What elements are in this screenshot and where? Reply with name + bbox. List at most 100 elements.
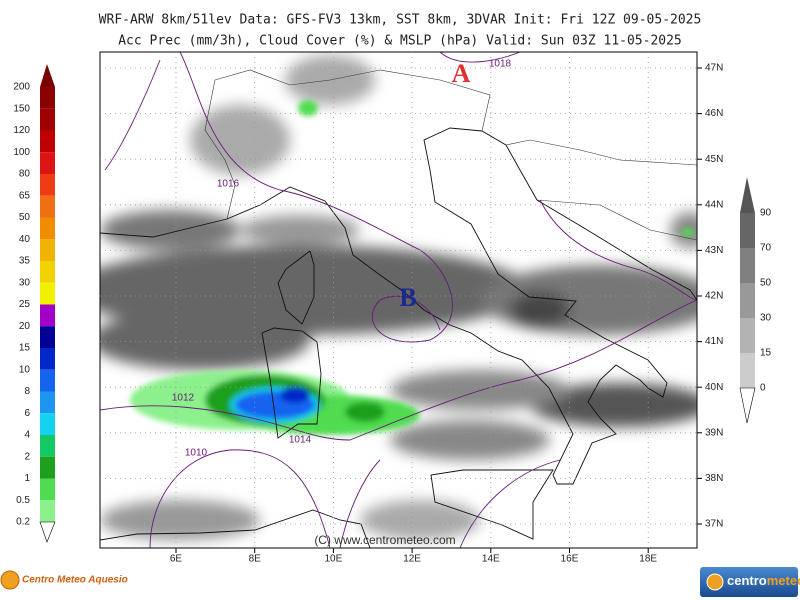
lat-label: 43N — [705, 245, 723, 256]
lat-label: 37N — [705, 519, 723, 530]
lat-label: 39N — [705, 427, 723, 438]
logo-text: Centro Meteo Aquesio — [22, 575, 128, 586]
colorbar-label: 8 — [24, 386, 30, 397]
colorbar-swatch — [40, 108, 55, 131]
map-frame — [99, 51, 698, 549]
colorbar-label: 90 — [760, 208, 772, 219]
colorbar-swatch — [40, 456, 55, 479]
lon-label: 16E — [561, 554, 579, 565]
logo-text-part: meteo — [767, 573, 800, 588]
colorbar-swatch — [40, 326, 55, 348]
low-pressure-center: B — [399, 283, 416, 312]
colorbar-label: 30 — [19, 277, 31, 288]
coastlines — [100, 127, 697, 548]
lat-label: 47N — [705, 63, 723, 74]
isobar-label: 1010 — [185, 448, 208, 459]
colorbar-swatch — [40, 217, 55, 240]
credit: (C) www.centrometeo.com — [314, 533, 455, 547]
lat-label: 38N — [705, 473, 723, 484]
colorbar-label: 35 — [19, 256, 31, 267]
colorbar-swatch — [40, 152, 55, 174]
isobar-label: 1016 — [217, 179, 240, 190]
lat-label: 42N — [705, 291, 723, 302]
colorbar-label: 120 — [13, 125, 30, 136]
colorbar-arrow — [740, 177, 755, 213]
colorbar-swatch — [40, 239, 55, 261]
colorbar-label: 0.2 — [16, 517, 30, 528]
colorbar-label: 200 — [13, 82, 30, 93]
lon-label: 18E — [639, 554, 657, 565]
cloud-colorbar: 90 70 50 30 15 0 — [739, 177, 772, 424]
logo-left: Centro Meteo Aquesio — [0, 570, 128, 590]
colorbar-swatch — [40, 87, 55, 109]
logo-text-part: centro — [727, 573, 767, 588]
colorbar-label: 15 — [19, 343, 31, 354]
colorbar-swatch — [40, 500, 55, 522]
colorbar-label: 50 — [760, 278, 772, 289]
colorbar-label: 150 — [13, 103, 30, 114]
colorbar-swatch — [40, 413, 55, 435]
colorbar-swatch — [40, 261, 55, 283]
colorbar-label: 0.5 — [16, 495, 30, 506]
colorbar-swatch — [740, 283, 755, 318]
isobar-label: 1012 — [172, 393, 195, 404]
header-line: Acc Prec (mm/3h), Cloud Cover (%) & MSLP… — [118, 34, 682, 49]
colorbar-swatch — [740, 248, 755, 283]
colorbar-swatch — [740, 213, 755, 248]
colorbar-swatch — [40, 282, 55, 305]
logo-right: centrometeo — [700, 567, 800, 597]
colorbar-swatch — [40, 391, 55, 414]
colorbar-swatch — [40, 174, 55, 196]
colorbar-label: 10 — [19, 364, 31, 375]
isobar-label: 1018 — [489, 59, 512, 70]
colorbar-label: 4 — [24, 430, 30, 441]
lon-label: 12E — [403, 554, 421, 565]
lat-label: 45N — [705, 154, 723, 165]
logo-text: centrometeo — [727, 573, 800, 588]
colorbar-arrow — [40, 64, 55, 87]
colorbar-swatch — [740, 318, 755, 353]
colorbar-swatch — [40, 369, 55, 392]
colorbar-swatch — [40, 435, 55, 457]
cloud-cover — [100, 55, 697, 540]
lat-label: 44N — [705, 199, 723, 210]
isobars — [100, 52, 697, 548]
map-area — [100, 52, 697, 548]
lon-label: 8E — [249, 554, 262, 565]
colorbar-swatch — [740, 353, 755, 388]
borders — [204, 69, 697, 241]
colorbar-label: 40 — [19, 234, 31, 245]
colorbar-label: 80 — [19, 169, 31, 180]
colorbar-label: 25 — [19, 299, 31, 310]
graticule: 47N 46N 45N 44N 43N 42N 41N 40N 39N 38N 37N 6E 8E 10E… — [100, 52, 723, 565]
colorbar-label: 6 — [24, 408, 30, 419]
precip-colorbar: 200 150 120 100 80 65 50 40 35 30 25 20 15 10 8 6 4 2 1 0.5… — [13, 64, 56, 543]
colorbar-arrow — [39, 521, 56, 543]
colorbar-swatch — [40, 478, 55, 501]
colorbar-label: 15 — [760, 348, 772, 359]
lat-label: 40N — [705, 382, 723, 393]
colorbar-label: 0 — [760, 383, 766, 394]
isobar-label: 1014 — [289, 435, 312, 446]
colorbar-label: 30 — [760, 313, 772, 324]
colorbar-swatch — [40, 304, 55, 327]
colorbar-label: 1 — [24, 473, 30, 484]
colorbar-label: 65 — [19, 190, 31, 201]
header-line: WRF-ARW 8km/51lev Data: GFS-FV3 13km, SS… — [99, 13, 702, 28]
lat-label: 46N — [705, 108, 723, 119]
colorbar-label: 100 — [13, 147, 30, 158]
colorbar-arrow — [739, 387, 756, 424]
colorbar-label: 2 — [24, 451, 30, 462]
lon-label: 14E — [482, 554, 500, 565]
lat-label: 41N — [705, 336, 723, 347]
lon-label: 6E — [170, 554, 183, 565]
colorbar-label: 20 — [19, 321, 31, 332]
colorbar-swatch — [40, 130, 55, 153]
colorbar-label: 70 — [760, 243, 772, 254]
colorbar-swatch — [40, 195, 55, 218]
high-pressure-center: A — [452, 59, 471, 88]
lon-label: 10E — [325, 554, 343, 565]
colorbar-label: 50 — [19, 212, 31, 223]
colorbar-swatch — [40, 348, 55, 370]
